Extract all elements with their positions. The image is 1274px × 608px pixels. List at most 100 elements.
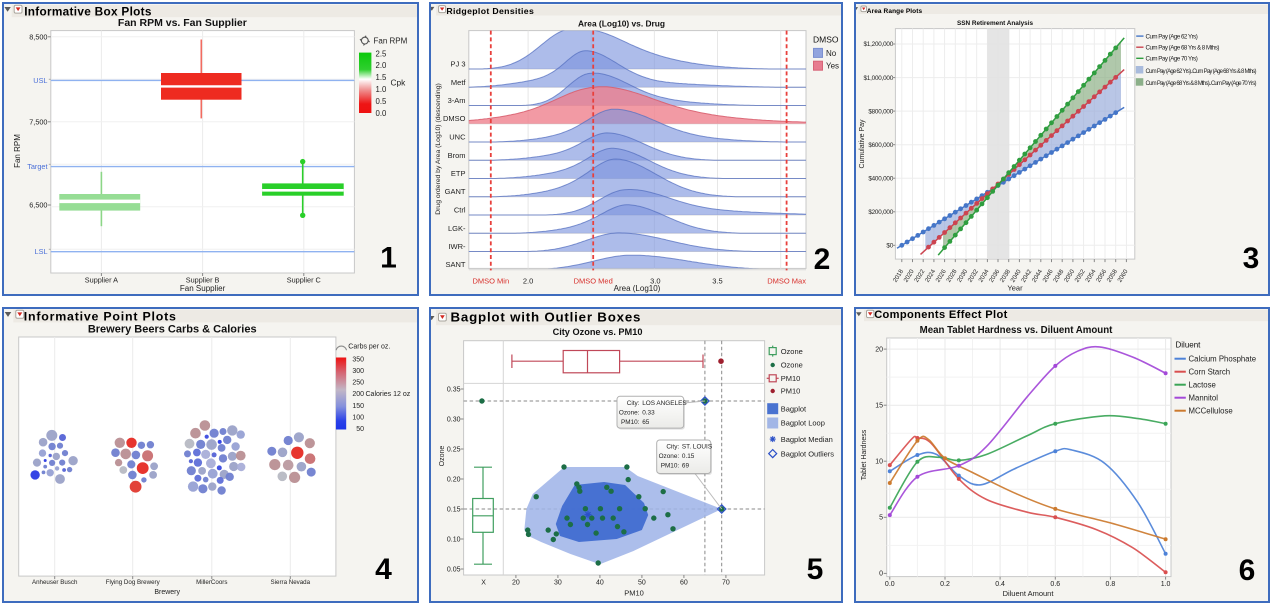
svg-text:$1,200,000: $1,200,000	[863, 41, 893, 48]
svg-text:Flying Dog Brewery: Flying Dog Brewery	[106, 579, 161, 586]
svg-text:$600,000: $600,000	[868, 142, 893, 149]
svg-text:0.20: 0.20	[447, 476, 461, 483]
svg-text:5: 5	[807, 553, 824, 586]
svg-text:20: 20	[875, 346, 883, 353]
svg-text:X: X	[481, 579, 486, 586]
svg-text:Ozone: Ozone	[781, 361, 803, 370]
svg-text:3.0: 3.0	[650, 276, 660, 285]
svg-text:USL: USL	[33, 76, 47, 85]
svg-text:LGK-: LGK-	[448, 224, 466, 233]
svg-text:Corn Starch: Corn Starch	[1189, 367, 1231, 376]
svg-text:Fan RPM vs. Fan Supplier: Fan RPM vs. Fan Supplier	[118, 17, 247, 29]
svg-text:Supplier B: Supplier B	[186, 276, 220, 285]
svg-text:2060: 2060	[1116, 268, 1130, 284]
svg-text:0.8: 0.8	[1106, 581, 1116, 588]
svg-text:$0: $0	[886, 243, 893, 250]
svg-text:Cum Pay (Age 68 Yrs & 8 Mths): Cum Pay (Age 68 Yrs & 8 Mths)	[1146, 44, 1220, 51]
svg-text:50: 50	[638, 579, 646, 586]
svg-text:City:: City:	[666, 444, 679, 451]
svg-text:Cum Pay (Age 62 Yrs): Cum Pay (Age 62 Yrs)	[1146, 33, 1198, 40]
svg-text:$800,000: $800,000	[868, 108, 893, 115]
svg-text:20: 20	[512, 579, 520, 586]
svg-text:SSN Retirement Analysis: SSN Retirement Analysis	[957, 20, 1034, 27]
svg-text:Drug ordered by Area (Log10) (: Drug ordered by Area (Log10) (descending…	[435, 83, 442, 214]
svg-text:0: 0	[879, 571, 883, 578]
svg-text:Cum Pay (Age 70 Yrs): Cum Pay (Age 70 Yrs)	[1146, 56, 1198, 63]
svg-text:Area (Log10) vs. Drug: Area (Log10) vs. Drug	[578, 19, 665, 29]
svg-text:Year: Year	[1007, 284, 1023, 293]
svg-text:Carbs per oz.: Carbs per oz.	[348, 344, 390, 351]
svg-text:0.33: 0.33	[642, 409, 655, 416]
svg-text:Tablet Hardness: Tablet Hardness	[861, 429, 868, 480]
svg-text:Bagplot: Bagplot	[781, 404, 807, 413]
svg-text:2.0: 2.0	[376, 61, 388, 70]
svg-text:Brewery: Brewery	[154, 589, 180, 596]
svg-text:Ozone: Ozone	[439, 446, 446, 467]
svg-text:70: 70	[722, 579, 730, 586]
svg-text:0.2: 0.2	[940, 581, 950, 588]
svg-text:0.0: 0.0	[376, 109, 388, 118]
svg-text:Metf: Metf	[451, 78, 467, 87]
svg-text:No: No	[826, 49, 837, 58]
svg-text:150: 150	[352, 403, 364, 410]
svg-text:Ridgeplot Densities: Ridgeplot Densities	[446, 6, 534, 16]
svg-text:GANT: GANT	[445, 187, 466, 196]
svg-text:15: 15	[875, 403, 883, 410]
svg-text:8,500: 8,500	[29, 32, 47, 41]
svg-text:Fan RPM: Fan RPM	[374, 36, 408, 45]
svg-text:0.35: 0.35	[447, 386, 461, 393]
svg-text:6: 6	[1239, 554, 1256, 587]
svg-text:Cumulative Pay: Cumulative Pay	[859, 119, 866, 169]
svg-text:3: 3	[1243, 242, 1260, 275]
svg-text:UNC: UNC	[449, 133, 466, 142]
svg-text:69: 69	[682, 463, 690, 470]
svg-text:MillerCoors: MillerCoors	[196, 579, 227, 586]
svg-text:Informative Box Plots: Informative Box Plots	[24, 4, 152, 18]
svg-text:SANT: SANT	[445, 260, 465, 269]
svg-text:Bagplot Outliers: Bagplot Outliers	[781, 449, 835, 458]
svg-text:200: 200	[352, 391, 364, 398]
svg-text:DMSO Min: DMSO Min	[472, 276, 509, 285]
svg-text:Sierra Nevada: Sierra Nevada	[271, 579, 311, 586]
svg-text:Ozone:: Ozone:	[659, 453, 680, 460]
svg-text:0.05: 0.05	[447, 566, 461, 573]
svg-text:$1,000,000: $1,000,000	[863, 75, 893, 82]
svg-text:4: 4	[375, 553, 392, 586]
svg-text:Ozone: Ozone	[781, 347, 803, 356]
svg-text:50: 50	[356, 426, 364, 433]
svg-text:MCCellulose: MCCellulose	[1189, 406, 1233, 415]
svg-text:300: 300	[352, 368, 364, 375]
svg-text:1.0: 1.0	[1161, 581, 1171, 588]
svg-text:40: 40	[596, 579, 604, 586]
svg-text:Mean Tablet Hardness vs. Dilue: Mean Tablet Hardness vs. Diluent Amount	[920, 325, 1113, 336]
svg-text:PM10: PM10	[624, 589, 644, 598]
svg-text:City Ozone vs. PM10: City Ozone vs. PM10	[553, 327, 643, 337]
svg-text:Supplier A: Supplier A	[85, 276, 118, 285]
svg-text:$400,000: $400,000	[868, 175, 893, 182]
svg-text:PM10:: PM10:	[621, 419, 640, 426]
svg-text:DMSO Max: DMSO Max	[767, 276, 806, 285]
svg-text:0.10: 0.10	[447, 536, 461, 543]
svg-text:Ctrl: Ctrl	[454, 206, 466, 215]
svg-text:0.4: 0.4	[995, 581, 1005, 588]
svg-text:Area Range Plots: Area Range Plots	[867, 8, 923, 15]
svg-text:PM10: PM10	[781, 374, 801, 383]
svg-text:ETP: ETP	[451, 169, 466, 178]
svg-text:PJ 3: PJ 3	[450, 60, 465, 69]
svg-text:PM10:: PM10:	[661, 463, 680, 470]
svg-text:Yes: Yes	[826, 62, 839, 71]
svg-text:Cpk: Cpk	[391, 78, 407, 88]
svg-text:Components Effect Plot: Components Effect Plot	[874, 309, 1007, 321]
svg-text:Area (Log10): Area (Log10)	[614, 284, 661, 293]
svg-text:Brom: Brom	[448, 151, 466, 160]
svg-text:Mannitol: Mannitol	[1189, 393, 1219, 402]
svg-text:30: 30	[554, 579, 562, 586]
svg-text:Bagplot Median: Bagplot Median	[781, 435, 833, 444]
svg-text:Calcium Phosphate: Calcium Phosphate	[1189, 354, 1257, 363]
svg-text:60: 60	[680, 579, 688, 586]
svg-text:65: 65	[642, 419, 650, 426]
svg-text:0.25: 0.25	[447, 446, 461, 453]
svg-text:PM10: PM10	[781, 387, 801, 396]
svg-text:Fan RPM: Fan RPM	[13, 134, 22, 168]
svg-text:LSL: LSL	[35, 247, 48, 256]
